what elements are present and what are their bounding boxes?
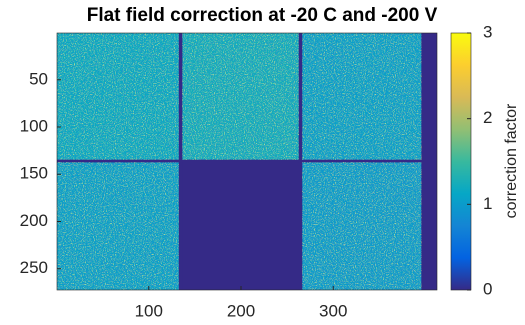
module-texture — [182, 33, 299, 160]
module-texture — [57, 33, 179, 160]
x-tick-label: 200 — [227, 301, 255, 320]
y-tick-label: 50 — [29, 69, 48, 88]
colorbar — [450, 32, 472, 291]
colorbar-label: correction factor — [503, 103, 520, 218]
colorbar-tick-label: 3 — [483, 22, 492, 41]
colorbar-tick-label: 0 — [483, 279, 492, 298]
module-texture — [57, 162, 179, 290]
y-tick-label: 250 — [20, 258, 48, 277]
y-tick-label: 200 — [20, 211, 48, 230]
module-texture — [302, 162, 422, 290]
y-tick-label: 150 — [20, 164, 48, 183]
y-tick-label: 100 — [20, 116, 48, 135]
x-tick-label: 300 — [319, 301, 347, 320]
plot-frame — [56, 32, 438, 291]
module-cell — [182, 162, 299, 290]
x-tick-label: 100 — [135, 301, 163, 320]
colorbar-tick-label: 1 — [483, 194, 492, 213]
chart-title: Flat field correction at -20 C and -200 … — [87, 5, 438, 26]
module-texture — [302, 33, 422, 160]
colorbar-tick-label: 2 — [483, 108, 492, 127]
